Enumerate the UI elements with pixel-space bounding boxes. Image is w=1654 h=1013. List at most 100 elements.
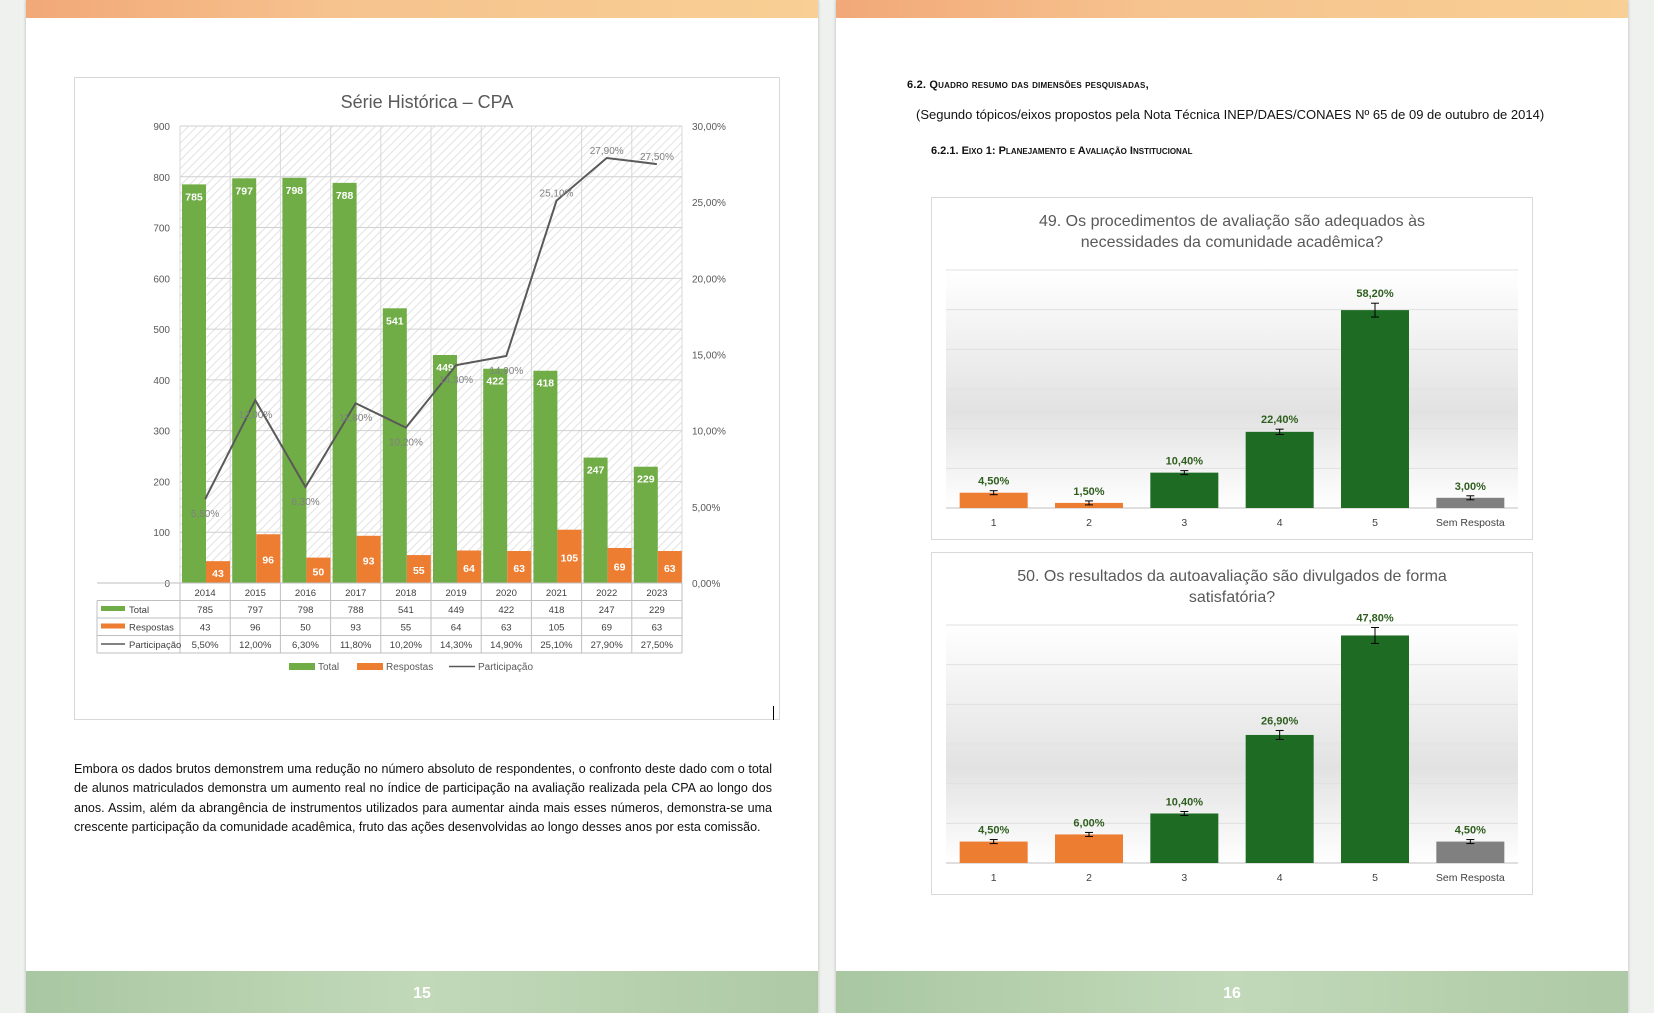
x-category-label: 5	[1372, 872, 1378, 884]
table-legend-swatch	[101, 606, 125, 611]
table-cell: 797	[247, 605, 263, 616]
legend-label: Total	[318, 662, 339, 673]
table-cell: 105	[549, 623, 565, 634]
participation-label: 14,30%	[439, 375, 473, 386]
bar-respostas-label: 96	[262, 555, 274, 567]
chart-title-line: satisfatória?	[1189, 589, 1275, 606]
bar-respostas	[256, 534, 281, 583]
y-left-tick-label: 200	[153, 477, 170, 488]
bar-total	[182, 184, 206, 583]
table-cell: 10,20%	[390, 640, 423, 651]
x-category-label: 2020	[496, 588, 517, 599]
page-header-band	[836, 0, 1628, 18]
question-49-svg: 49. Os procedimentos de avaliação são ad…	[946, 213, 1518, 529]
x-category-label: 2015	[245, 588, 266, 599]
answer-bar	[1150, 472, 1219, 508]
bar-value-label: 4,50%	[978, 825, 1009, 837]
legend-label: Participação	[478, 662, 533, 673]
bar-respostas	[457, 550, 481, 583]
y-right-tick-label: 0,00%	[692, 579, 720, 590]
x-category-label: 1	[991, 872, 997, 884]
bar-total	[382, 308, 407, 583]
table-cell: 69	[601, 623, 612, 634]
bar-respostas	[557, 529, 582, 583]
page-header-band	[26, 0, 818, 18]
bar-value-label: 47,80%	[1356, 613, 1394, 625]
table-cell: 93	[350, 623, 361, 634]
bar-value-label: 6,00%	[1073, 817, 1104, 829]
bar-total-label: 247	[587, 465, 605, 477]
table-cell: 12,00%	[239, 640, 272, 651]
table-cell: 229	[649, 605, 665, 616]
bar-total	[483, 368, 508, 583]
table-cell: 785	[197, 605, 213, 616]
table-cell: 11,80%	[340, 640, 372, 651]
participation-label: 12,00%	[238, 410, 272, 421]
bar-value-label: 58,20%	[1356, 288, 1394, 300]
bar-respostas-label: 63	[513, 563, 525, 575]
table-cell: 43	[200, 623, 211, 634]
x-category-label: Sem Resposta	[1436, 872, 1505, 884]
y-right-tick-label: 25,00%	[692, 198, 726, 209]
page-number: 16	[1223, 985, 1241, 1002]
participation-label: 14,90%	[489, 366, 523, 377]
table-cell: 55	[401, 623, 412, 634]
question-50-svg: 50. Os resultados da autoavaliação são d…	[946, 568, 1518, 884]
x-category-label: 2022	[596, 588, 617, 599]
y-right-tick-label: 30,00%	[692, 122, 726, 133]
section-heading: 6.2. Quadro resumo das dimensões pesquis…	[907, 79, 1149, 91]
table-cell: 5,50%	[192, 640, 219, 651]
answer-bar	[959, 492, 1028, 508]
table-cell: 788	[348, 605, 364, 616]
x-category-label: 3	[1181, 517, 1187, 529]
bar-respostas-label: 64	[463, 563, 475, 575]
y-left-tick-label: 100	[153, 528, 170, 539]
y-left-tick-label: 500	[153, 325, 170, 336]
y-left-tick-label: 700	[153, 224, 170, 235]
x-category-label: 4	[1277, 872, 1283, 884]
table-cell: 96	[250, 623, 261, 634]
bar-respostas	[657, 551, 682, 583]
table-legend-swatch	[101, 623, 125, 629]
bar-total	[533, 370, 558, 583]
bar-value-label: 4,50%	[978, 476, 1009, 488]
bar-value-label: 1,50%	[1073, 486, 1104, 498]
bar-total	[433, 355, 457, 583]
bar-respostas-label: 43	[212, 568, 224, 580]
table-cell: 14,90%	[490, 640, 523, 651]
bar-total	[633, 466, 658, 583]
bar-respostas	[306, 557, 331, 583]
table-cell: 798	[298, 605, 314, 616]
x-category-label: 2023	[646, 588, 667, 599]
bar-respostas	[406, 555, 431, 583]
bar-total-label: 422	[486, 376, 504, 388]
legend-swatch	[289, 663, 315, 670]
bar-respostas	[356, 535, 381, 583]
x-category-label: Sem Resposta	[1436, 517, 1505, 529]
participation-label: 6,30%	[291, 497, 319, 508]
x-category-label: 2014	[195, 588, 216, 599]
table-cell: 64	[451, 623, 462, 634]
legend-label: Respostas	[386, 662, 433, 673]
legend-swatch	[357, 663, 383, 670]
question-49-chart: 49. Os procedimentos de avaliação são ad…	[931, 197, 1533, 540]
bar-total-label: 785	[185, 191, 203, 203]
chart-title-line: 50. Os resultados da autoavaliação são d…	[1017, 568, 1447, 585]
text-cursor	[773, 706, 774, 720]
participation-line	[204, 156, 658, 500]
document-page-right: 6.2. Quadro resumo das dimensões pesquis…	[836, 0, 1628, 1013]
bar-respostas-label: 69	[614, 561, 626, 573]
participation-label: 11,80%	[339, 413, 372, 424]
historical-series-svg: Série Histórica – CPA 0 100 200 300 400 500 60…	[96, 92, 726, 673]
bar-total-label: 418	[537, 378, 555, 390]
y-left-tick-label: 900	[153, 122, 170, 133]
page-number: 15	[413, 985, 431, 1002]
y-right-tick-label: 15,00%	[692, 351, 726, 362]
bar-value-label: 10,40%	[1166, 796, 1204, 808]
x-category-label: 2019	[446, 588, 467, 599]
table-cell: 63	[652, 623, 663, 634]
table-series-name: Respostas	[129, 623, 174, 634]
bar-total	[232, 178, 257, 583]
bar-value-label: 10,40%	[1166, 456, 1204, 468]
x-category-label: 1	[991, 517, 997, 529]
